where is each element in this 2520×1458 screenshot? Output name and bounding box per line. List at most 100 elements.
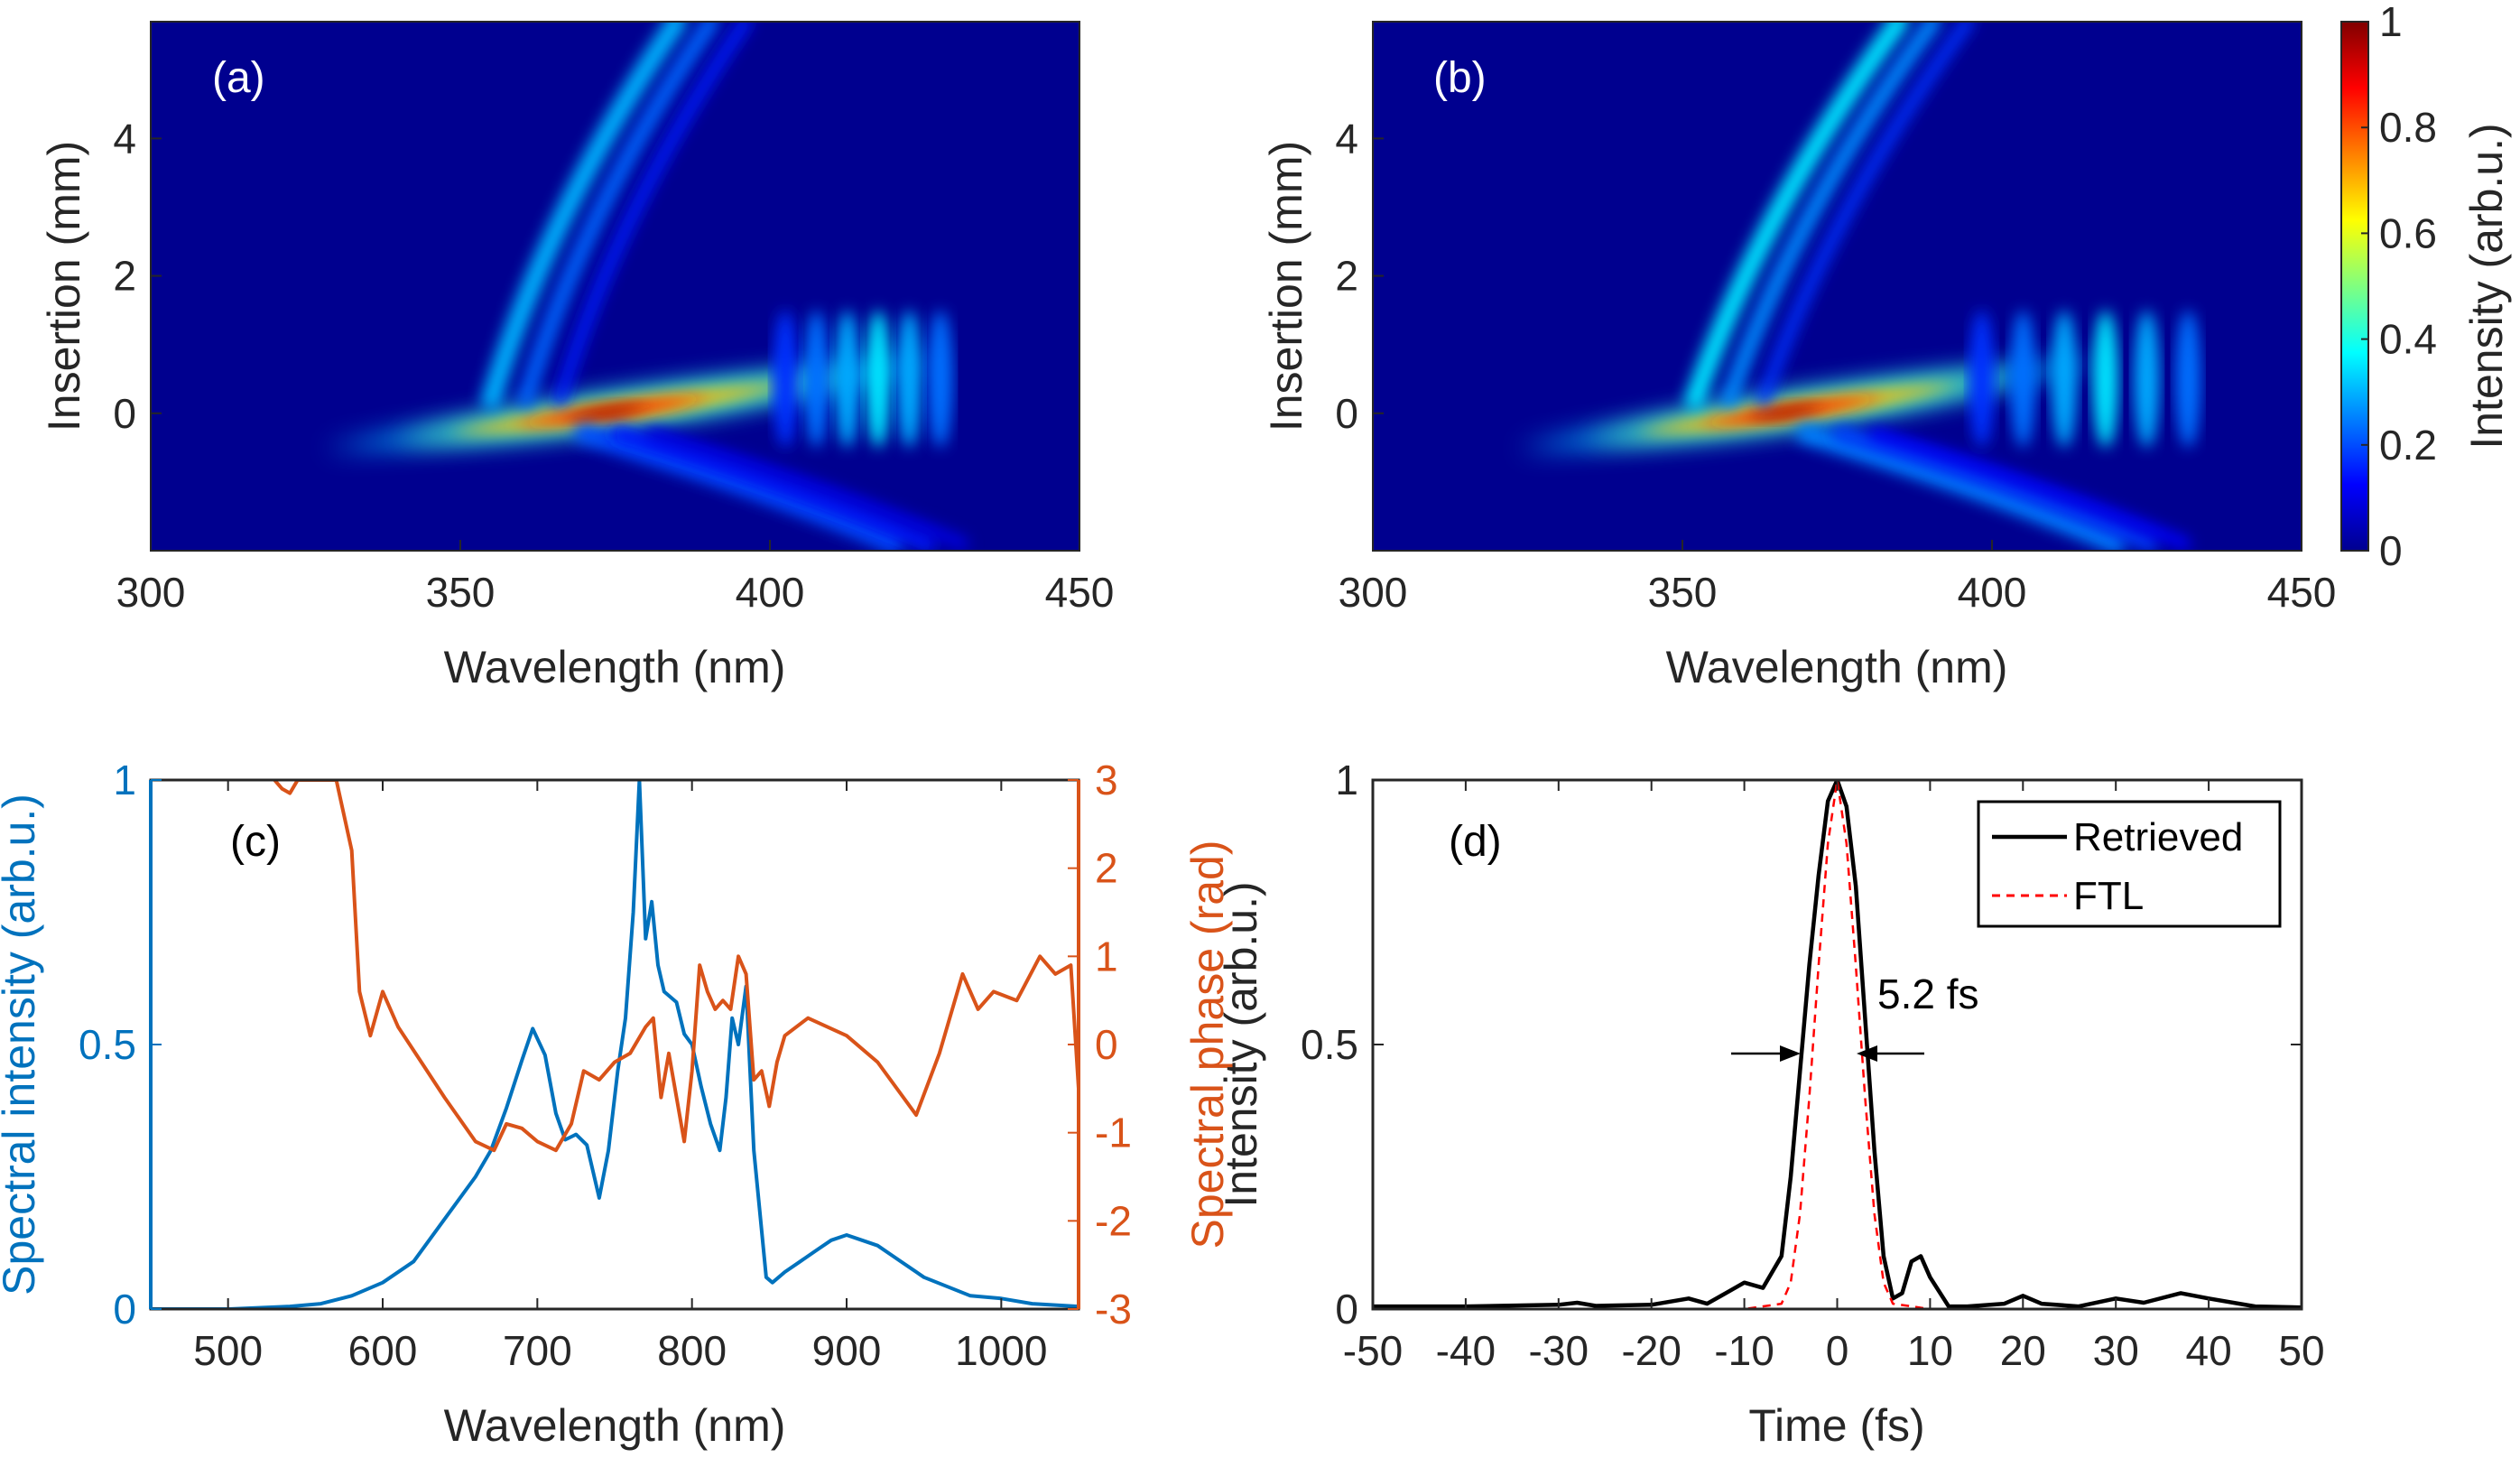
x-tick-label: 0	[1826, 1327, 1849, 1374]
heatmap-streak	[574, 423, 904, 551]
ylabel-d: Intensity (arb.u.)	[1216, 881, 1266, 1207]
y2-tick-label: 0	[1095, 1021, 1118, 1068]
panel-label-c: (c)	[230, 818, 281, 866]
heatmap-fringe	[834, 310, 860, 448]
heatmap-b-marks	[1516, 22, 2201, 551]
x-tick-label: 20	[2000, 1327, 2046, 1374]
panel-d: -50 -40 -30 -20 -10 0 10 20 30 40 50 0 0.5 1 (d) Time…	[1216, 757, 2325, 1451]
heatmap-ridge-layer	[563, 404, 651, 419]
x-tick-label: 400	[1958, 569, 2027, 616]
heatmap-streak	[1684, 22, 1910, 410]
heatmap-streak	[1796, 423, 2126, 551]
x-tick-label: 30	[2093, 1327, 2139, 1374]
heatmap-streak	[646, 427, 969, 551]
x-tick-label: 800	[657, 1327, 727, 1374]
plot-c-lines	[151, 780, 1079, 1309]
heatmap-fringe	[2052, 310, 2078, 448]
x-tick-label: 50	[2278, 1327, 2324, 1374]
x-tick-label: 900	[812, 1327, 882, 1374]
panel-b: (b) 300 350 400 450 0 2 4 Wavelength (nm) Inse…	[1261, 0, 2512, 692]
heatmap-streak	[1756, 22, 1975, 406]
ylabel-a: Insertion (mm)	[39, 141, 89, 432]
x-tick-label: 500	[193, 1327, 263, 1374]
y2-tick-label: 1	[1095, 933, 1118, 980]
heatmap-fringe	[2175, 310, 2201, 448]
heatmap-a-marks	[324, 22, 969, 551]
panel-label-b: (b)	[1433, 54, 1487, 102]
xlabel-c: Wavelength (nm)	[444, 1400, 786, 1451]
plot-c-axes: 500 600 700 800 900 1000 0 0.5 1 -3 -2 -1 0 1 2 3	[79, 757, 1132, 1374]
heatmap-a-axes: 300 350 400 450 0 2 4	[113, 21, 1115, 616]
x-tick-label: 400	[736, 569, 805, 616]
heatmap-fringe	[2134, 310, 2160, 448]
heatmap-streak	[1832, 425, 2159, 551]
heatmap-fringe	[927, 310, 953, 448]
x-tick-label: 1000	[955, 1327, 1047, 1374]
x-tick-label: 300	[1339, 569, 1408, 616]
colorbar-tick-label: 1	[2379, 0, 2403, 45]
y2-tick-label: -3	[1095, 1286, 1132, 1333]
heatmap-fringe	[773, 310, 799, 448]
heatmap-fringe	[2092, 310, 2118, 448]
y2-tick-label: 3	[1095, 757, 1118, 803]
xlabel-d: Time (fs)	[1748, 1400, 1924, 1451]
heatmap-fringe	[2010, 310, 2036, 448]
y-tick-label: 4	[1335, 115, 1358, 162]
panel-c: 500 600 700 800 900 1000 0 0.5 1 -3 -2 -1 0 1 2 3 (c) W…	[0, 757, 1233, 1451]
x-tick-label: -50	[1343, 1327, 1403, 1374]
series-line-left	[151, 780, 1079, 1309]
y-tick-label: 1	[1335, 757, 1358, 803]
heatmap-fringe	[866, 310, 892, 448]
plot-d-axes: -50 -40 -30 -20 -10 0 10 20 30 40 50 0 0.5 1	[1301, 757, 2325, 1374]
heatmap-fringe	[1969, 310, 1995, 448]
heatmap-b-axes: 300 350 400 450 0 2 4	[1335, 21, 2336, 616]
y2-tick-label: 2	[1095, 845, 1118, 892]
ylabel-b: Insertion (mm)	[1261, 141, 1311, 432]
legend-label-ftl: FTL	[2073, 874, 2144, 918]
x-tick-label: -30	[1529, 1327, 1589, 1374]
legend-label-retrieved: Retrieved	[2073, 815, 2243, 859]
x-tick-label: 450	[1045, 569, 1115, 616]
fwhm-arrowhead-left	[1780, 1045, 1801, 1062]
y2-tick-label: -2	[1095, 1197, 1132, 1244]
heatmap-streak	[610, 425, 937, 551]
x-tick-label: -20	[1621, 1327, 1681, 1374]
x-tick-label: -10	[1714, 1327, 1774, 1374]
y-tick-label: 0	[1335, 1286, 1358, 1333]
y-tick-label: 0	[1335, 390, 1358, 437]
y-tick-label: 0	[113, 1286, 136, 1333]
heatmap-streak	[1868, 427, 2191, 551]
colorbar-tick-label: 0.8	[2379, 104, 2437, 151]
x-tick-label: 10	[1907, 1327, 1953, 1374]
axes-frame	[1372, 21, 2302, 552]
legend-box	[1977, 800, 2282, 928]
plot-c-frame	[151, 780, 1079, 1309]
fwhm-label: 5.2 fs	[1877, 970, 1979, 1017]
colorbar-ticks: 0 0.2 0.4 0.6 0.8 1	[2361, 0, 2437, 574]
y-tick-label: 4	[113, 115, 136, 162]
plot-d-lines	[1373, 780, 2302, 1309]
panel-label-a: (a)	[212, 54, 265, 102]
x-tick-label: 350	[426, 569, 496, 616]
xlabel-b: Wavelength (nm)	[1666, 642, 2008, 692]
colorbar-tick-label: 0.6	[2379, 209, 2437, 256]
y-tick-label: 0.5	[1301, 1021, 1358, 1068]
y2-tick-label: -1	[1095, 1110, 1132, 1156]
heatmap-ridge-layer	[1744, 404, 1827, 419]
y-tick-label: 0	[113, 390, 136, 437]
heatmap-streak	[553, 22, 753, 406]
heatmap-fringe	[803, 310, 829, 448]
y-tick-label: 2	[113, 253, 136, 300]
fwhm-arrowhead-right	[1857, 1045, 1877, 1062]
x-tick-label: 300	[116, 569, 186, 616]
x-tick-label: 350	[1648, 569, 1718, 616]
colorbar-tick-label: 0.4	[2379, 316, 2437, 363]
x-tick-label: -40	[1436, 1327, 1496, 1374]
colorbar	[2340, 21, 2369, 552]
panel-a: (a) 300 350 400 450 0 2 4 Wavelength (nm) Inse…	[39, 21, 1115, 692]
x-tick-label: 600	[348, 1327, 418, 1374]
series-line-right	[273, 780, 1079, 1153]
x-tick-label: 700	[503, 1327, 572, 1374]
xlabel-a: Wavelength (nm)	[444, 642, 786, 692]
